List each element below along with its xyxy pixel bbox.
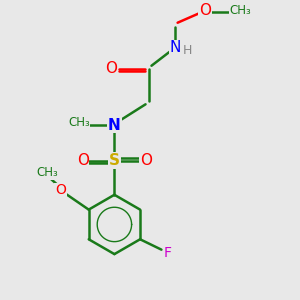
Text: O: O bbox=[140, 153, 152, 168]
Text: CH₃: CH₃ bbox=[230, 4, 251, 17]
Text: H: H bbox=[182, 44, 192, 57]
Text: O: O bbox=[55, 183, 66, 197]
Text: CH₃: CH₃ bbox=[68, 116, 90, 129]
Text: N: N bbox=[169, 40, 181, 56]
Text: N: N bbox=[108, 118, 121, 133]
Text: O: O bbox=[199, 3, 211, 18]
Text: CH₃: CH₃ bbox=[36, 166, 58, 179]
Text: O: O bbox=[77, 153, 89, 168]
Text: S: S bbox=[109, 153, 120, 168]
Text: F: F bbox=[164, 246, 171, 260]
Text: O: O bbox=[105, 61, 117, 76]
